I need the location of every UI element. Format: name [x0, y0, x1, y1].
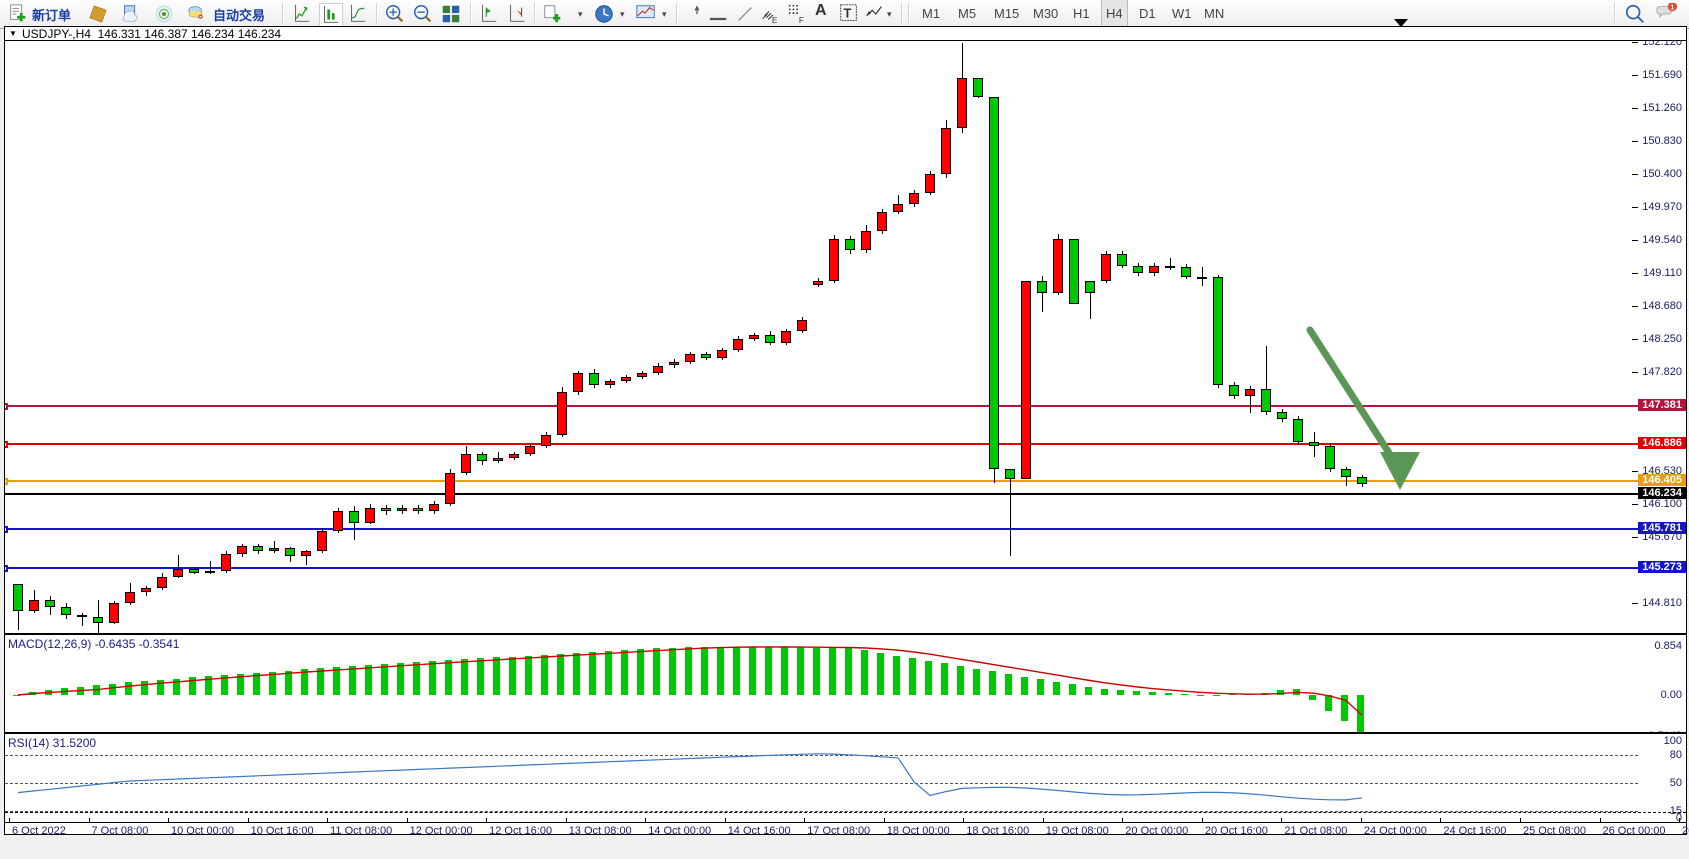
svg-text:E: E	[772, 16, 778, 25]
svg-text:T: T	[844, 6, 852, 21]
svg-text:1: 1	[1670, 3, 1674, 11]
svg-text:F: F	[799, 16, 804, 25]
